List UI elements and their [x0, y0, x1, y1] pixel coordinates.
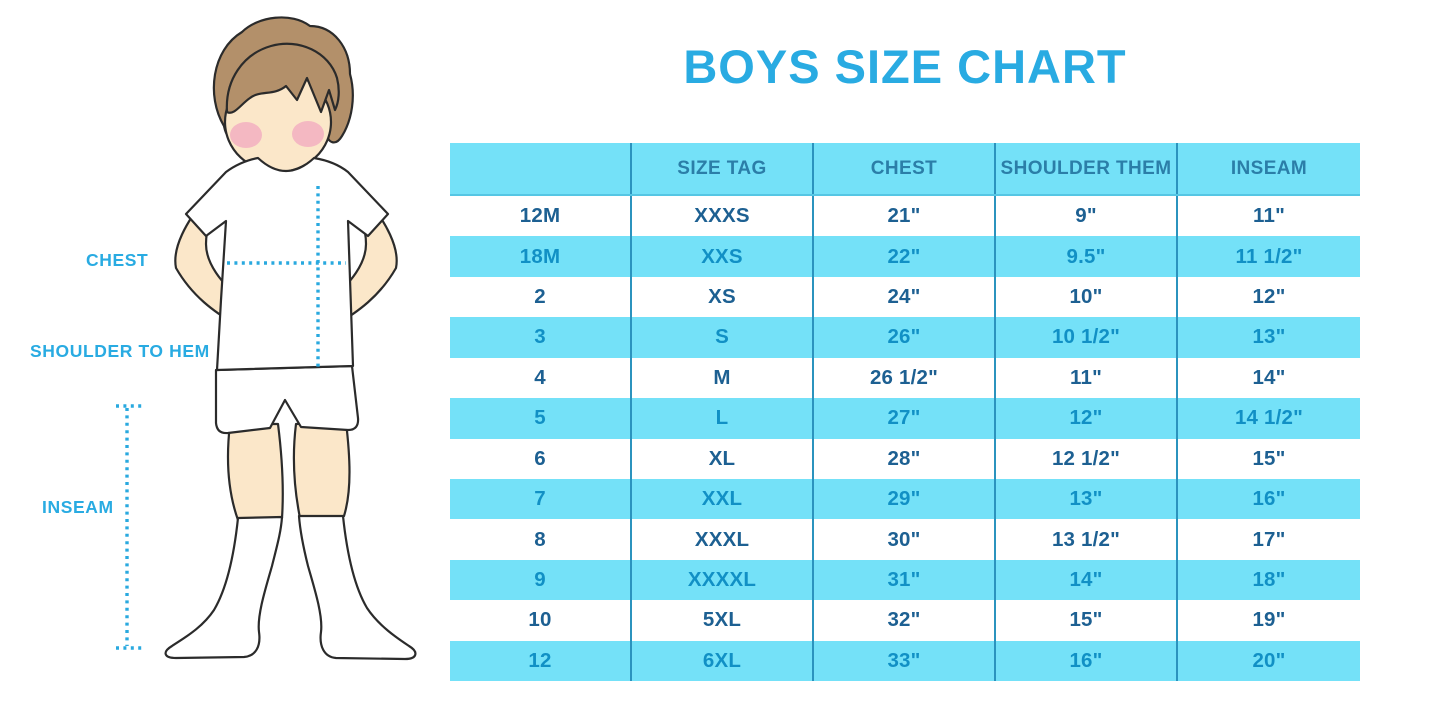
table-cell: 12" [996, 398, 1178, 439]
table-cell: M [632, 357, 814, 399]
table-cell: 9.5" [996, 236, 1178, 277]
table-cell: 11" [996, 357, 1178, 399]
chest-label: CHEST [86, 250, 149, 270]
table-cell: 12 1/2" [996, 438, 1178, 479]
table-cell: XS [632, 276, 814, 318]
right-sock [297, 514, 417, 661]
table-cell: 13" [1252, 325, 1286, 349]
table-cell: 2 [450, 276, 632, 318]
table-row-12: 12 6XL 33" 16" 20" [450, 640, 1360, 682]
table-row-6: 6 XL 28" 12 1/2" 15" [450, 438, 1360, 479]
table-cell: 30" [814, 519, 996, 560]
table-cell: 26 1/2" [814, 357, 996, 399]
left-sock [164, 515, 284, 660]
table-cell: 28" [814, 438, 996, 479]
table-cell: 11 1/2" [1235, 244, 1303, 268]
table-row-9: 9 XXXXL 31" 14" 18" [450, 559, 1360, 601]
table-cell: 10" [996, 276, 1178, 318]
table-cell: XXXS [632, 196, 814, 237]
table-cell: 18" [1252, 568, 1286, 591]
table-cell: 18M [450, 236, 632, 277]
table-body: 12M XXXS 21" 9" 11" 18M XXS 22" 9.5" 11 1/2" 2 XS 24… [450, 196, 1360, 682]
column-header-inseam: INSEAM [1230, 157, 1308, 179]
column-header-shoulder-them: SHOULDER THEM [996, 143, 1178, 194]
table-cell: 14" [996, 559, 1178, 601]
table-cell: 14" [1252, 365, 1286, 389]
table-row-8: 8 XXXL 30" 13 1/2" 17" [450, 519, 1360, 560]
table-cell: 10 1/2" [996, 317, 1178, 358]
shorts [214, 364, 360, 435]
table-cell: 11" [1253, 204, 1285, 228]
table-cell: XXS [632, 236, 814, 277]
table-cell: 32" [814, 600, 996, 641]
table-cell: XXXL [632, 519, 814, 560]
table-row-7: 7 XXL 29" 13" 16" [450, 478, 1360, 520]
table-cell: 9" [996, 196, 1178, 237]
table-cell: 5 [450, 398, 632, 439]
table-cell: 5XL [632, 600, 814, 641]
table-cell: 12" [1252, 285, 1286, 309]
boy-illustration [116, 16, 417, 661]
table-cell: 29" [814, 478, 996, 520]
table-cell: 7 [450, 478, 632, 520]
column-header-size-tag: SIZE TAG [632, 143, 814, 194]
table-cell: 17" [1252, 527, 1286, 551]
left-leg [226, 422, 284, 522]
table-cell: 24" [814, 276, 996, 318]
size-chart-table: SIZE TAG CHEST SHOULDER THEM INSEAM 12M XXXS… [450, 143, 1360, 682]
right-leg [292, 420, 351, 520]
table-cell: 26" [814, 317, 996, 358]
table-cell: 12M [450, 196, 632, 237]
table-cell: 21" [814, 196, 996, 237]
table-cell: 8 [450, 519, 632, 560]
table-cell: S [632, 317, 814, 358]
column-header-chest: CHEST [814, 143, 996, 194]
table-cell: 19" [1252, 608, 1286, 632]
inseam-label: INSEAM [42, 497, 114, 517]
table-row-10: 10 5XL 32" 15" 19" [450, 600, 1360, 641]
table-cell: 22" [814, 236, 996, 277]
table-row-4: 4 M 26 1/2" 11" 14" [450, 357, 1360, 399]
table-cell: 27" [814, 398, 996, 439]
table-row-2: 2 XS 24" 10" 12" [450, 276, 1360, 318]
table-cell: XXL [632, 478, 814, 520]
table-cell: 10 [450, 600, 632, 641]
table-cell: 15" [996, 600, 1178, 641]
table-row-3: 3 S 26" 10 1/2" 13" [450, 317, 1360, 358]
blush-right-cheek [292, 121, 324, 147]
table-cell: 13" [996, 478, 1178, 520]
shoulder-to-hem-label: SHOULDER TO HEM [30, 341, 210, 361]
table-cell: XL [632, 438, 814, 479]
page-title: BOYS SIZE CHART [683, 39, 1127, 93]
table-row-5: 5 L 27" 12" 14 1/2" [450, 398, 1360, 439]
table-row-12m: 12M XXXS 21" 9" 11" [450, 196, 1360, 237]
table-cell: 12 [450, 640, 632, 682]
table-cell: 6XL [632, 640, 814, 682]
table-cell: 15" [1252, 446, 1286, 470]
hair-bangs [225, 42, 340, 114]
table-cell: 9 [450, 559, 632, 601]
table-cell: 3 [450, 317, 632, 358]
table-header-row: SIZE TAG CHEST SHOULDER THEM INSEAM [450, 143, 1360, 196]
table-row-18m: 18M XXS 22" 9.5" 11 1/2" [450, 236, 1360, 277]
table-cell: L [632, 398, 814, 439]
table-cell: 13 1/2" [996, 519, 1178, 560]
table-cell: 16" [1252, 487, 1286, 511]
table-cell: XXXXL [632, 559, 814, 601]
table-cell: 31" [814, 559, 996, 601]
table-cell: 20" [1252, 648, 1286, 672]
table-cell: 14 1/2" [1234, 406, 1304, 430]
table-cell: 4 [450, 357, 632, 399]
blush-left-cheek [230, 122, 262, 148]
table-cell: 6 [450, 438, 632, 479]
table-cell: 33" [814, 640, 996, 682]
column-header-size [450, 143, 632, 194]
table-cell: 16" [996, 640, 1178, 682]
